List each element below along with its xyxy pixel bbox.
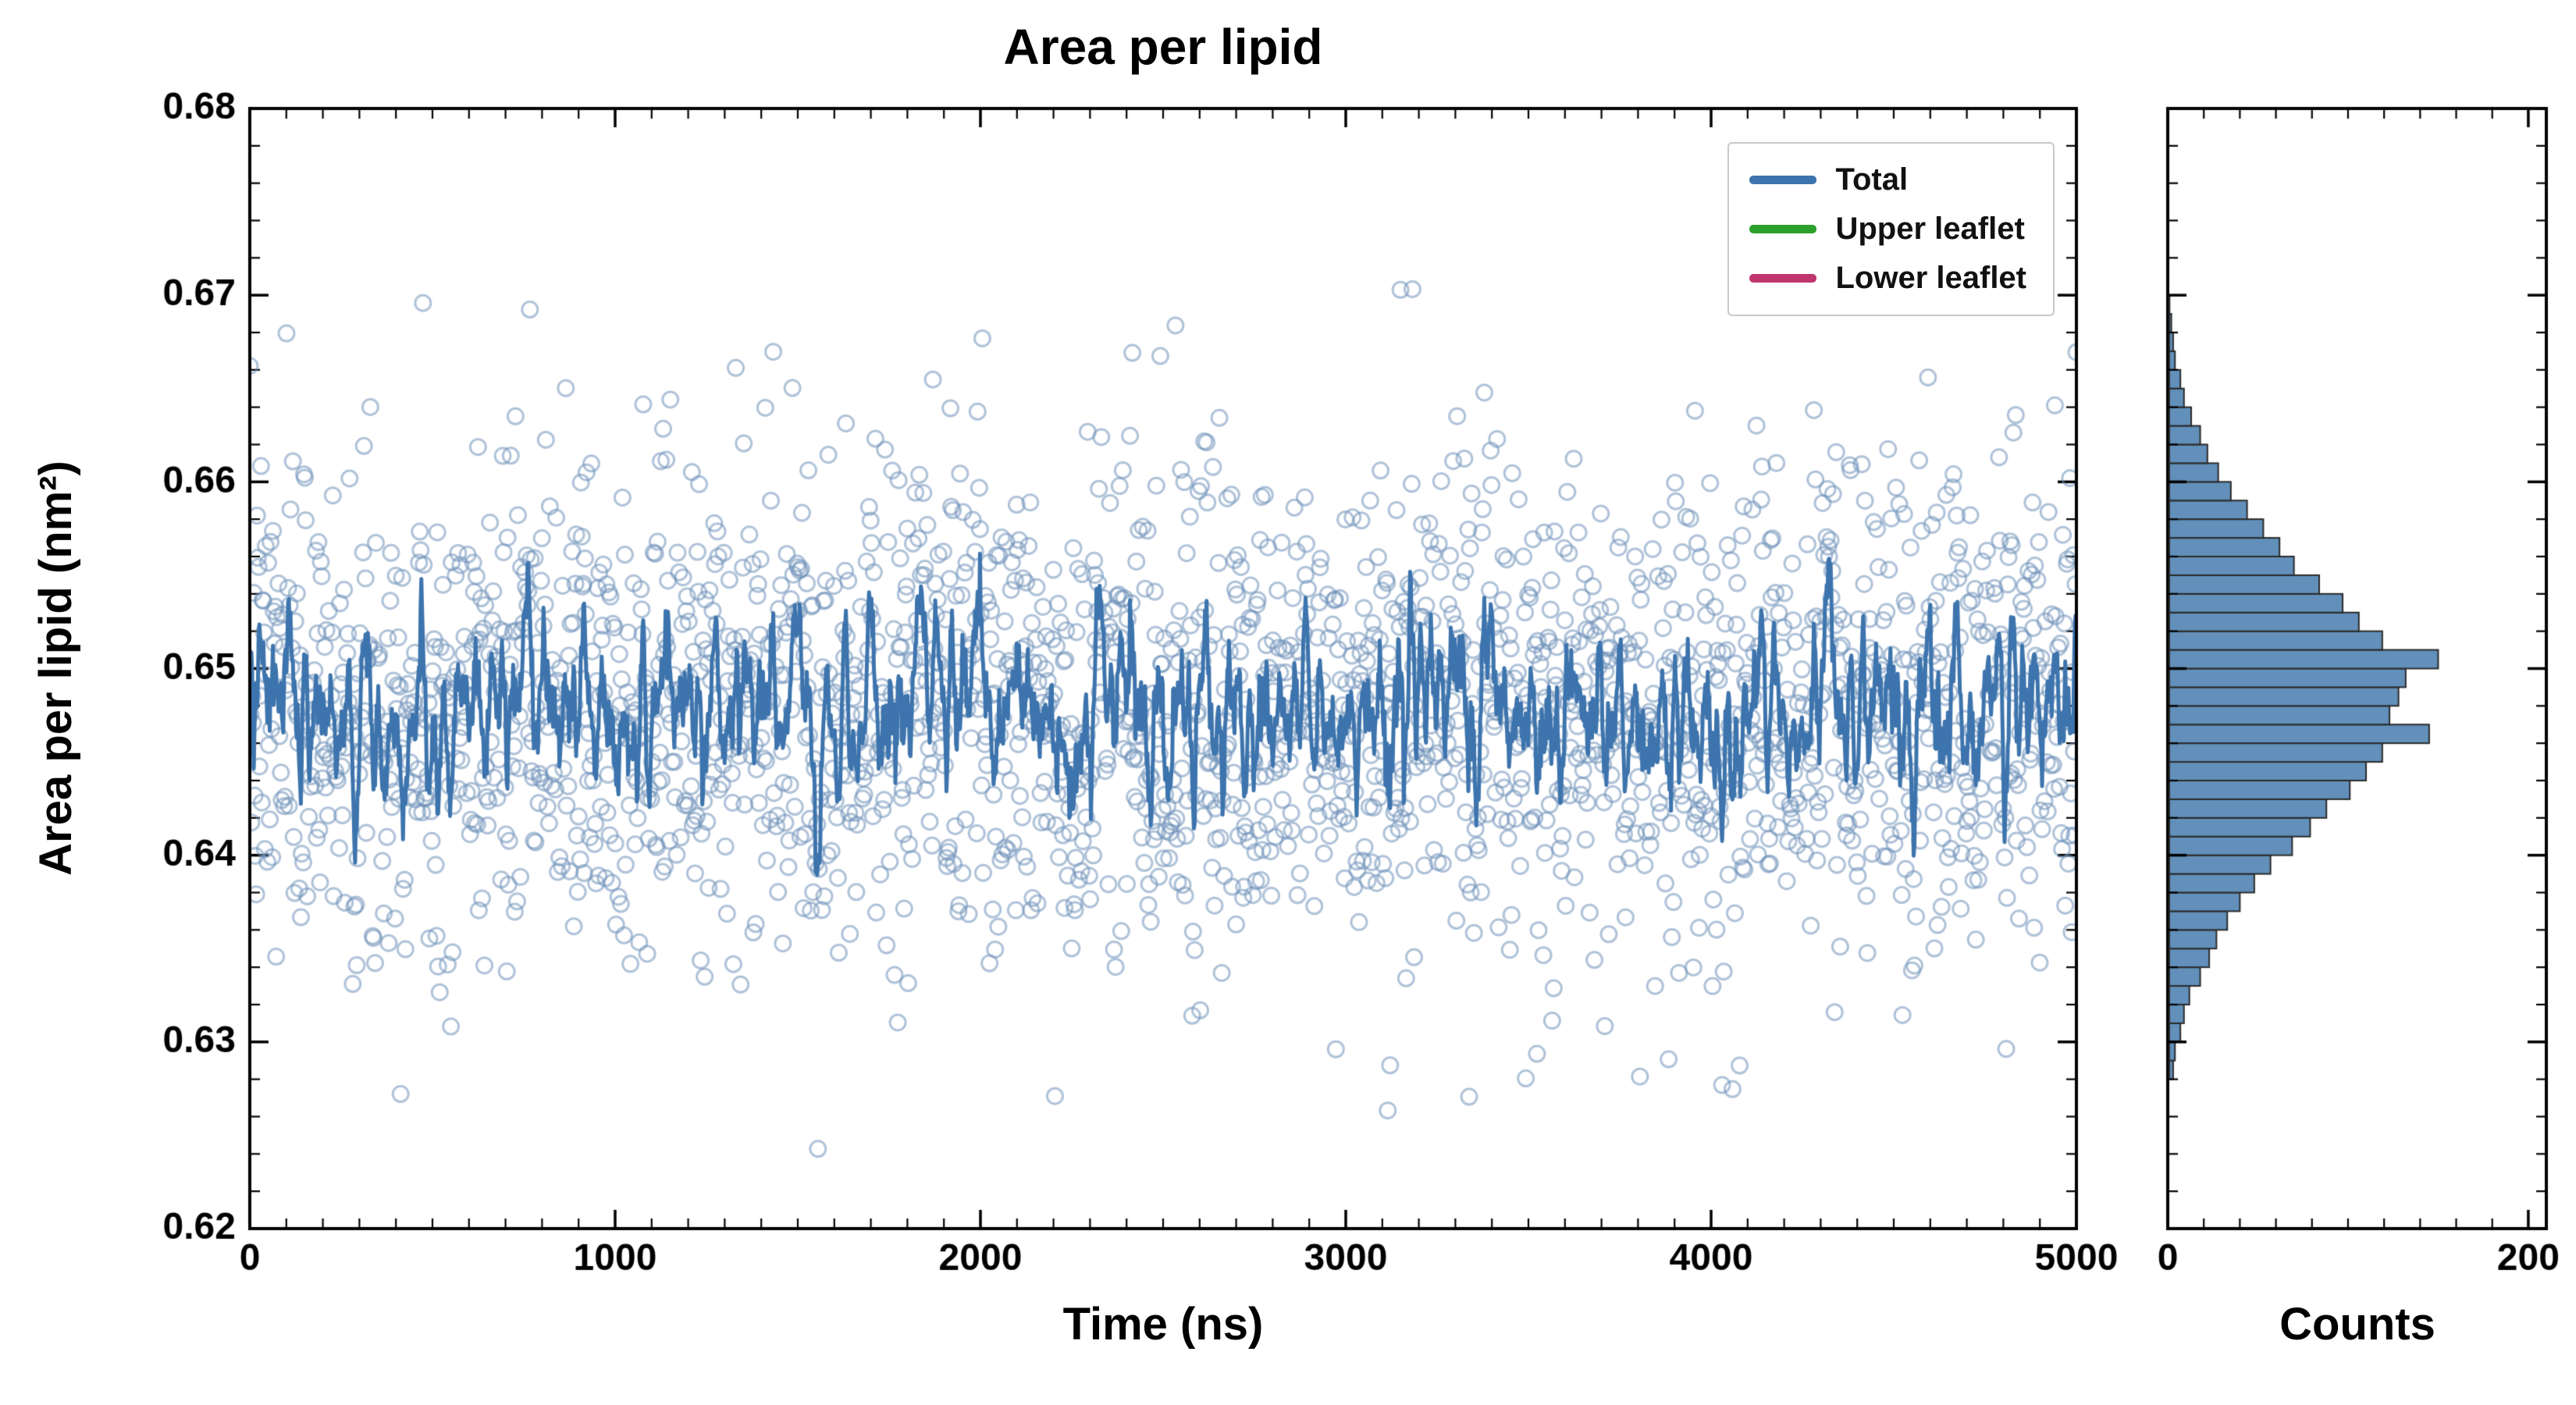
- legend-swatch-lower-leaflet: [1749, 274, 1817, 283]
- legend-item-upper-leaflet: Upper leaflet: [1749, 212, 2026, 247]
- legend-label-total: Total: [1835, 162, 1909, 197]
- legend-label-upper-leaflet: Upper leaflet: [1835, 212, 2025, 246]
- hist-x-axis-label: Counts: [2279, 1299, 2435, 1350]
- legend: Total Upper leaflet Lower leaflet: [1727, 142, 2055, 316]
- legend-label-lower-leaflet: Lower leaflet: [1835, 261, 2026, 295]
- legend-item-lower-leaflet: Lower leaflet: [1749, 261, 2026, 296]
- legend-swatch-total: [1749, 176, 1817, 184]
- y-axis-label: Area per lipid (nm²): [30, 461, 81, 876]
- legend-item-total: Total: [1749, 162, 2026, 197]
- plot-title: Area per lipid: [1003, 19, 1323, 75]
- legend-swatch-upper-leaflet: [1749, 225, 1817, 233]
- x-axis-label: Time (ns): [1062, 1299, 1264, 1350]
